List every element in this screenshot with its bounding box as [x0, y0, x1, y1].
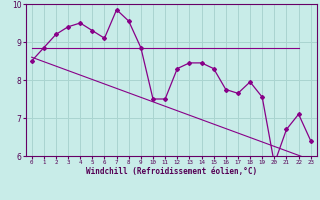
X-axis label: Windchill (Refroidissement éolien,°C): Windchill (Refroidissement éolien,°C): [86, 167, 257, 176]
